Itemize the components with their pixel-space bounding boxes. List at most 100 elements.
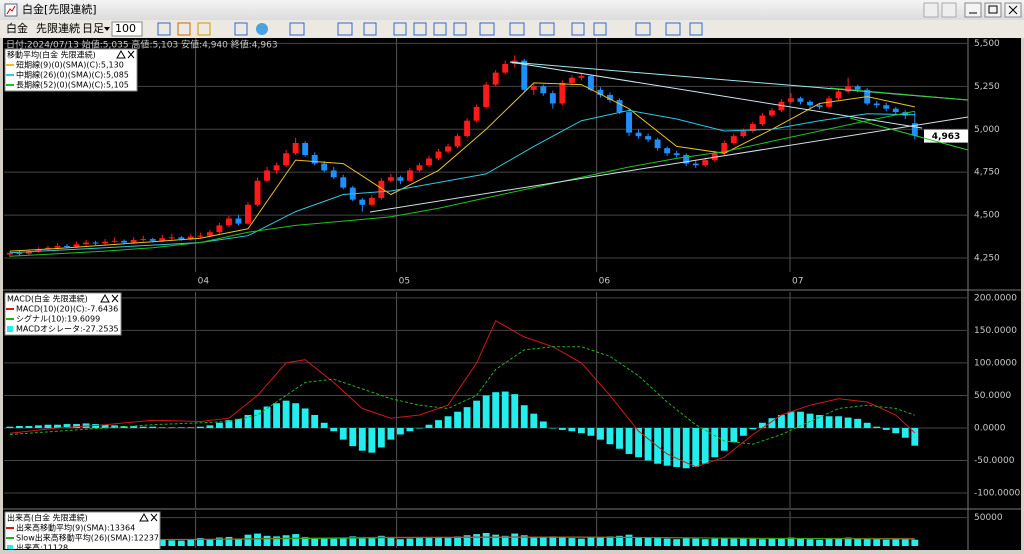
tool-icon[interactable] (234, 22, 248, 36)
tool-icon[interactable] (635, 22, 651, 36)
tool-icon[interactable] (433, 22, 447, 36)
tool-icon[interactable] (157, 22, 171, 36)
tool-icon[interactable] (177, 22, 191, 36)
histogram-bar (339, 537, 347, 546)
histogram-bar (254, 533, 261, 546)
histogram-bar (787, 411, 795, 428)
tool-icon[interactable] (479, 22, 495, 36)
histogram-bar (892, 539, 900, 546)
count-input[interactable] (111, 21, 143, 37)
toolbar-icons[interactable] (157, 22, 703, 36)
histogram-bar (130, 426, 138, 428)
toolbar-label[interactable]: 先限連続 (36, 21, 80, 35)
histogram-bar (835, 538, 843, 546)
legend-title: MACD(白金 先限連続) (7, 294, 88, 304)
histogram-bar (901, 427, 909, 438)
tool-icon[interactable] (453, 22, 467, 36)
tool-icon[interactable] (539, 22, 555, 36)
tool-icon[interactable] (289, 22, 305, 36)
candle-body (883, 105, 890, 109)
tool-icon[interactable] (337, 22, 353, 36)
histogram-bar (311, 537, 319, 546)
maximize-button[interactable] (984, 2, 1002, 18)
count-value[interactable]: 100 (115, 22, 136, 35)
tool-icon[interactable] (665, 22, 681, 36)
legends: 移動平均(白金 先限連続)短期線(9)(0)(SMA)(C):5,130中期線(… (4, 48, 161, 549)
toolbar-label[interactable]: 白金 (6, 21, 28, 35)
y-tick-label: 5,000 (974, 125, 1000, 135)
tool-icon[interactable] (413, 22, 427, 36)
histogram-bar (158, 427, 166, 428)
histogram-bar (511, 533, 519, 546)
histogram-bar (463, 407, 471, 428)
tool-icon[interactable] (509, 22, 525, 36)
tool-icon[interactable] (571, 22, 585, 36)
histogram-bar (101, 424, 109, 428)
candle-body (178, 237, 185, 240)
tool-icon[interactable] (256, 23, 268, 35)
histogram-bar (444, 416, 452, 428)
histogram-bar (682, 538, 690, 546)
histogram-bar (654, 538, 662, 546)
candle-body (159, 238, 166, 241)
histogram-bar (692, 427, 700, 467)
histogram-bar (597, 536, 604, 546)
candle-body (578, 76, 585, 78)
tool-icon[interactable] (689, 22, 703, 36)
histogram-bar (282, 400, 290, 428)
histogram-bar (444, 538, 452, 546)
histogram-bar (396, 539, 404, 546)
candle-body (816, 105, 823, 107)
legend-close[interactable] (111, 294, 119, 303)
histogram-bar (396, 427, 404, 435)
histogram-bar (797, 411, 804, 428)
histogram-bar (635, 427, 642, 458)
legend-box (4, 48, 138, 92)
candle-body (635, 132, 642, 137)
histogram-bar (835, 416, 843, 428)
legend: 出来高(白金 先限連続)出来高移動平均(9)(SMA):13364Slow出来高… (4, 511, 161, 549)
histogram-bar (225, 420, 233, 428)
histogram-bar (549, 427, 557, 429)
candle-body (359, 199, 366, 205)
candle-body (64, 245, 70, 247)
window-controls[interactable] (923, 2, 1022, 18)
candle-body (845, 86, 852, 92)
legend-collapse[interactable] (100, 293, 110, 303)
panel-oscillator: -100.0000 -50.0000 0.0000 50.0000 100.0000 15… (4, 292, 1020, 508)
legend-collapse[interactable] (139, 512, 149, 522)
histogram-bar (158, 539, 166, 546)
histogram-bar (806, 413, 814, 428)
histogram-bar (120, 426, 128, 428)
x-tick-label: 07 (792, 277, 803, 287)
histogram-bar (606, 427, 614, 445)
histogram-bar (406, 538, 414, 546)
histogram-bar (358, 536, 366, 546)
legend-collapse[interactable] (116, 49, 126, 59)
histogram-bar (520, 535, 528, 546)
histogram-bar (368, 427, 376, 453)
candle-body (540, 86, 547, 94)
candle-body (549, 93, 556, 104)
histogram-bar (682, 427, 690, 469)
legend-close[interactable] (127, 50, 135, 59)
tool-icon[interactable] (363, 22, 377, 36)
pin-button[interactable] (923, 2, 939, 18)
link-button[interactable] (941, 2, 957, 18)
tool-icon[interactable] (197, 22, 211, 36)
histogram-bar (15, 426, 23, 428)
candle-body (530, 86, 537, 90)
y-tick-label: 50000 (974, 513, 1003, 523)
candle-body (197, 235, 204, 237)
histogram-bar (882, 539, 890, 546)
tool-icon[interactable] (393, 22, 407, 36)
toolbar-label[interactable]: 日足 (82, 22, 104, 35)
candle-body (673, 153, 680, 155)
candle-body (102, 241, 109, 244)
histogram-bar (720, 538, 728, 546)
minimize-button[interactable] (964, 2, 982, 18)
dropdown-arrow[interactable] (104, 27, 110, 31)
legend-close[interactable] (150, 513, 158, 522)
y-tick-label: 100.0000 (974, 358, 1017, 368)
tool-icon[interactable] (593, 22, 607, 36)
